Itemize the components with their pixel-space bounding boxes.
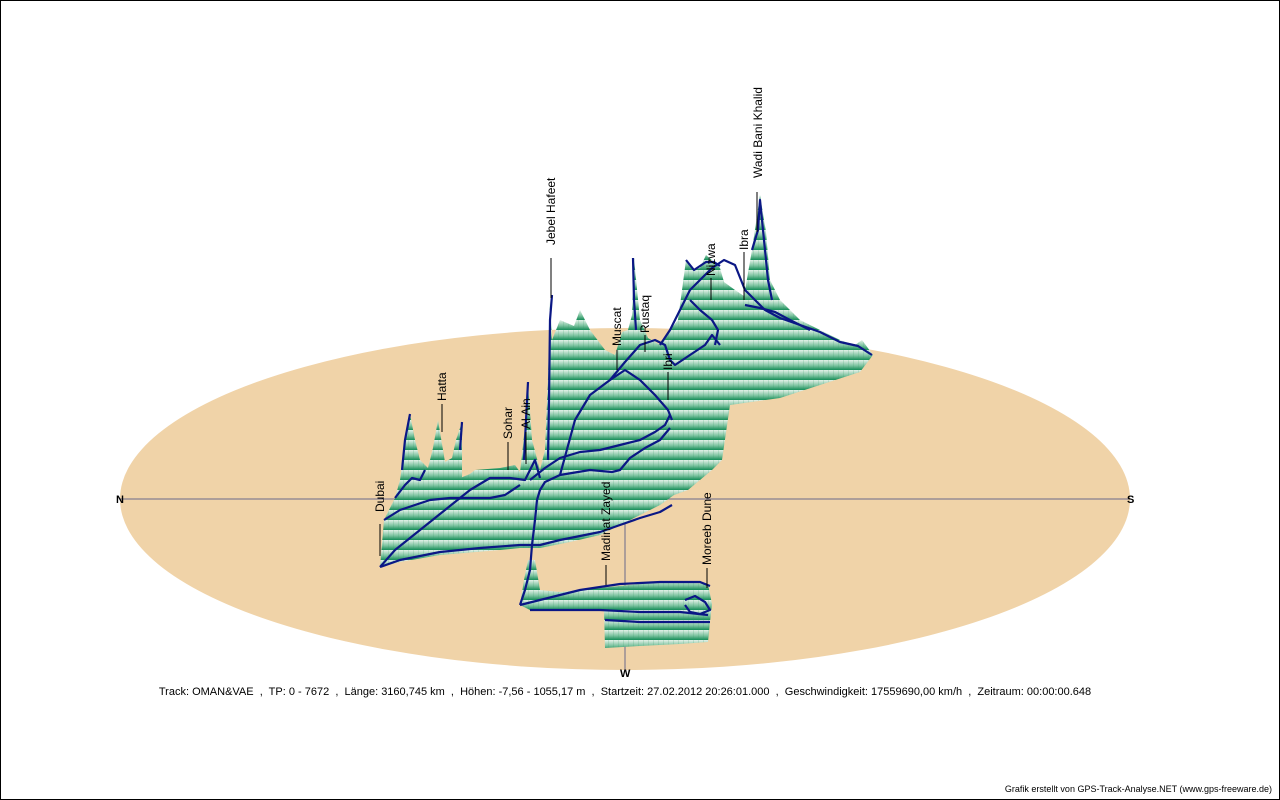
compass-west: W	[620, 668, 631, 680]
place-label: Sohar	[501, 407, 515, 439]
place-label: Ibra	[737, 229, 751, 250]
place-label: Muscat	[610, 307, 624, 346]
compass-south: S	[1127, 494, 1134, 506]
place-leader-lines	[379, 192, 758, 588]
place-label: Nizwa	[704, 243, 718, 276]
place-label: Ibri	[661, 353, 675, 370]
place-label: Moreeb Dune	[700, 492, 714, 565]
place-label: Jebel Hafeet	[544, 177, 558, 245]
track-info-line: Track: OMAN&VAE , TP: 0 - 7672 , Länge: …	[158, 686, 1092, 698]
place-label: Wadi Bani Khalid	[751, 87, 765, 178]
credit-text: Grafik erstellt von GPS-Track-Analyse.NE…	[1004, 784, 1272, 794]
place-label: Al Ain	[519, 398, 533, 429]
place-label: Hatta	[435, 372, 449, 401]
place-label: Rustaq	[638, 295, 652, 333]
gps-track	[379, 198, 873, 624]
compass-north: N	[116, 494, 124, 506]
place-label: Madinat Zayed	[599, 482, 613, 561]
place-labels: Dubai Hatta Sohar Al Ain Jebel Hafeet Mu…	[373, 87, 765, 565]
place-label: Dubai	[373, 481, 387, 512]
elevation-surface	[380, 195, 873, 648]
